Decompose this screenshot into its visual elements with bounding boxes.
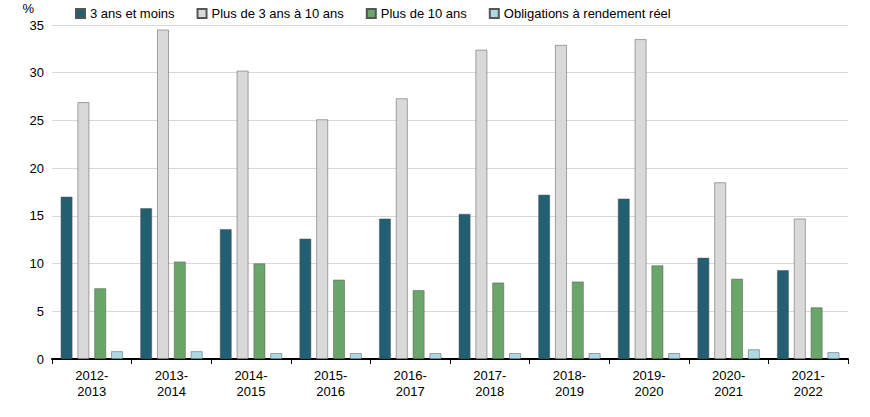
svg-text:3 ans et moins: 3 ans et moins: [90, 6, 175, 21]
svg-text:Obligations à rendement réel: Obligations à rendement réel: [504, 6, 671, 21]
svg-text:35: 35: [30, 18, 44, 33]
svg-text:%: %: [22, 1, 34, 16]
svg-text:2021: 2021: [714, 384, 743, 399]
svg-text:2015: 2015: [237, 384, 266, 399]
svg-text:2017-: 2017-: [473, 368, 506, 383]
svg-text:2012-: 2012-: [75, 368, 108, 383]
svg-text:2021-: 2021-: [792, 368, 825, 383]
svg-text:2019-: 2019-: [632, 368, 665, 383]
svg-text:2014-: 2014-: [234, 368, 267, 383]
svg-text:25: 25: [30, 113, 44, 128]
svg-text:2017: 2017: [396, 384, 425, 399]
svg-text:Plus de 10 ans: Plus de 10 ans: [381, 6, 468, 21]
svg-text:2016-: 2016-: [394, 368, 427, 383]
svg-text:15: 15: [30, 208, 44, 223]
svg-text:2016: 2016: [316, 384, 345, 399]
svg-text:5: 5: [37, 304, 44, 319]
svg-text:2019: 2019: [555, 384, 584, 399]
svg-text:2013-: 2013-: [155, 368, 188, 383]
svg-text:20: 20: [30, 161, 44, 176]
svg-text:2015-: 2015-: [314, 368, 347, 383]
svg-text:2018-: 2018-: [553, 368, 586, 383]
svg-text:2013: 2013: [77, 384, 106, 399]
svg-text:2018: 2018: [475, 384, 504, 399]
svg-text:2020: 2020: [635, 384, 664, 399]
svg-text:2022: 2022: [794, 384, 823, 399]
svg-text:0: 0: [37, 352, 44, 367]
svg-text:2020-: 2020-: [712, 368, 745, 383]
svg-text:Plus de 3 ans à 10 ans: Plus de 3 ans à 10 ans: [212, 6, 345, 21]
svg-text:2014: 2014: [157, 384, 186, 399]
svg-text:30: 30: [30, 65, 44, 80]
svg-text:10: 10: [30, 256, 44, 271]
